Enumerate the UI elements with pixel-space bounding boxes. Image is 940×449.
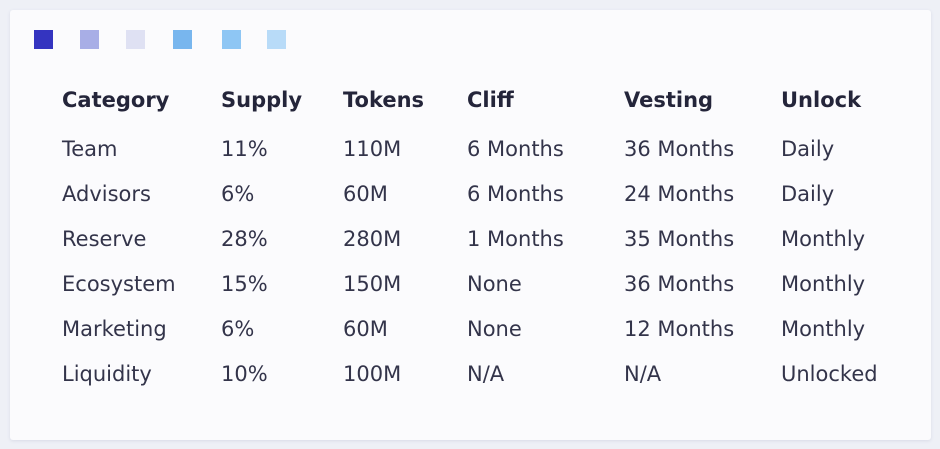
- cell-category: Ecosystem: [62, 271, 176, 296]
- vesting-table: Category Supply Tokens Cliff Vesting Unl…: [62, 80, 922, 396]
- cell-vesting: 36 Months: [624, 271, 735, 296]
- cell-supply: 28%: [221, 226, 268, 251]
- table-header-row: Category Supply Tokens Cliff Vesting Unl…: [62, 80, 922, 126]
- legend-swatch-4: [173, 30, 192, 49]
- legend-swatch-5: [222, 30, 241, 49]
- table-row: Marketing 6% 60M None 12 Months Monthly: [62, 306, 922, 351]
- cell-vesting: 24 Months: [624, 181, 735, 206]
- cell-category: Team: [62, 136, 118, 161]
- header-cliff: Cliff: [467, 88, 514, 112]
- cell-cliff: 6 Months: [467, 136, 564, 161]
- cell-supply: 15%: [221, 271, 268, 296]
- cell-tokens: 100M: [343, 361, 402, 386]
- cell-supply: 10%: [221, 361, 268, 386]
- header-supply: Supply: [221, 88, 303, 112]
- cell-supply: 6%: [221, 316, 255, 341]
- cell-cliff: 1 Months: [467, 226, 564, 251]
- cell-tokens: 60M: [343, 181, 388, 206]
- cell-category: Liquidity: [62, 361, 152, 386]
- cell-tokens: 150M: [343, 271, 402, 296]
- cell-unlock: Daily: [781, 136, 835, 161]
- table-row: Liquidity 10% 100M N/A N/A Unlocked: [62, 351, 922, 396]
- cell-tokens: 110M: [343, 136, 402, 161]
- cell-tokens: 280M: [343, 226, 402, 251]
- legend-swatch-3: [126, 30, 145, 49]
- cell-unlock: Monthly: [781, 316, 866, 341]
- cell-unlock: Unlocked: [781, 361, 878, 386]
- cell-cliff: N/A: [467, 361, 505, 386]
- legend-swatch-6: [267, 30, 286, 49]
- cell-vesting: 35 Months: [624, 226, 735, 251]
- header-unlock: Unlock: [781, 88, 862, 112]
- cell-supply: 6%: [221, 181, 255, 206]
- header-category: Category: [62, 88, 170, 112]
- cell-category: Marketing: [62, 316, 167, 341]
- cell-vesting: N/A: [624, 361, 662, 386]
- table-row: Advisors 6% 60M 6 Months 24 Months Daily: [62, 171, 922, 216]
- cell-category: Advisors: [62, 181, 151, 206]
- cell-category: Reserve: [62, 226, 147, 251]
- cell-vesting: 36 Months: [624, 136, 735, 161]
- cell-cliff: None: [467, 316, 522, 341]
- table-row: Team 11% 110M 6 Months 36 Months Daily: [62, 126, 922, 171]
- table-row: Ecosystem 15% 150M None 36 Months Monthl…: [62, 261, 922, 306]
- header-vesting: Vesting: [624, 88, 714, 112]
- cell-cliff: 6 Months: [467, 181, 564, 206]
- cell-cliff: None: [467, 271, 522, 296]
- cell-unlock: Daily: [781, 181, 835, 206]
- header-tokens: Tokens: [343, 88, 425, 112]
- legend-swatch-1: [34, 30, 53, 49]
- cell-tokens: 60M: [343, 316, 388, 341]
- legend-swatch-2: [80, 30, 99, 49]
- cell-vesting: 12 Months: [624, 316, 735, 341]
- cell-unlock: Monthly: [781, 271, 866, 296]
- cell-unlock: Monthly: [781, 226, 866, 251]
- cell-supply: 11%: [221, 136, 268, 161]
- table-row: Reserve 28% 280M 1 Months 35 Months Mont…: [62, 216, 922, 261]
- tokenomics-card: Category Supply Tokens Cliff Vesting Unl…: [10, 10, 931, 440]
